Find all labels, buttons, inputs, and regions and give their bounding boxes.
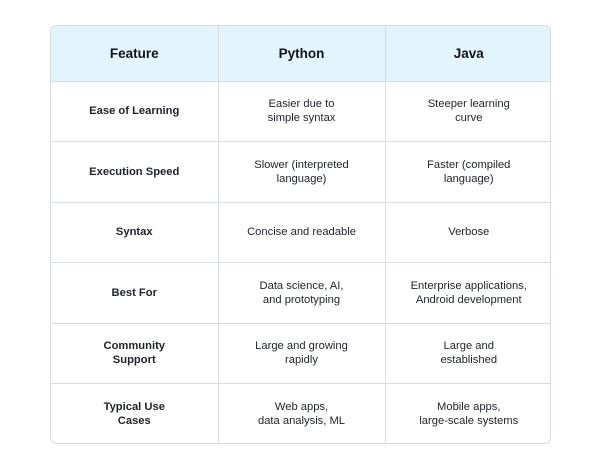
java-cell: Verbose bbox=[385, 202, 550, 263]
feature-cell: Execution Speed bbox=[51, 141, 219, 203]
header-java: Java bbox=[385, 26, 550, 82]
table-row: Best For Data science, AI, and prototypin… bbox=[51, 262, 550, 324]
table-row: Community Support Large and growing rapidl… bbox=[51, 323, 550, 384]
comparison-table: Feature Python Java Ease of Learning Eas… bbox=[51, 26, 550, 443]
java-cell: Enterprise applications, Android developm… bbox=[385, 262, 550, 324]
java-cell: Mobile apps, large-scale systems bbox=[419, 401, 519, 427]
python-cell: Easier due to simple syntax bbox=[218, 81, 386, 142]
table-header-row: Feature Python Java bbox=[51, 26, 550, 82]
header-feature: Feature bbox=[51, 26, 219, 82]
python-cell: Data science, AI, and prototyping bbox=[218, 262, 386, 324]
feature-cell: Syntax bbox=[51, 202, 219, 263]
feature-cell: Typical Use Cases bbox=[51, 383, 219, 443]
java-cell: Faster (compiled language) bbox=[385, 141, 550, 203]
feature-cell: Best For bbox=[51, 262, 219, 324]
python-cell: Web apps, data analysis, ML bbox=[218, 383, 386, 443]
python-cell: Large and growing rapidly bbox=[218, 323, 386, 384]
table-row: Execution Speed Slower (interpreted langu… bbox=[51, 141, 550, 203]
feature-cell: Community Support bbox=[51, 323, 219, 384]
table-row: Typical Use Cases Web apps, data analysis,… bbox=[51, 383, 550, 443]
java-cell: Large and established bbox=[385, 323, 550, 384]
feature-cell: Ease of Learning bbox=[51, 81, 219, 142]
python-cell: Slower (interpreted language) bbox=[218, 141, 386, 203]
python-cell: Concise and readable bbox=[218, 202, 386, 263]
table-row: Syntax Concise and readable Verbose bbox=[51, 202, 550, 263]
java-cell: Steeper learning curve bbox=[385, 81, 550, 142]
comparison-table-container: Feature Python Java Ease of Learning Eas… bbox=[50, 25, 551, 444]
header-python: Python bbox=[218, 26, 386, 82]
table-row: Ease of Learning Easier due to simple syn… bbox=[51, 81, 550, 142]
